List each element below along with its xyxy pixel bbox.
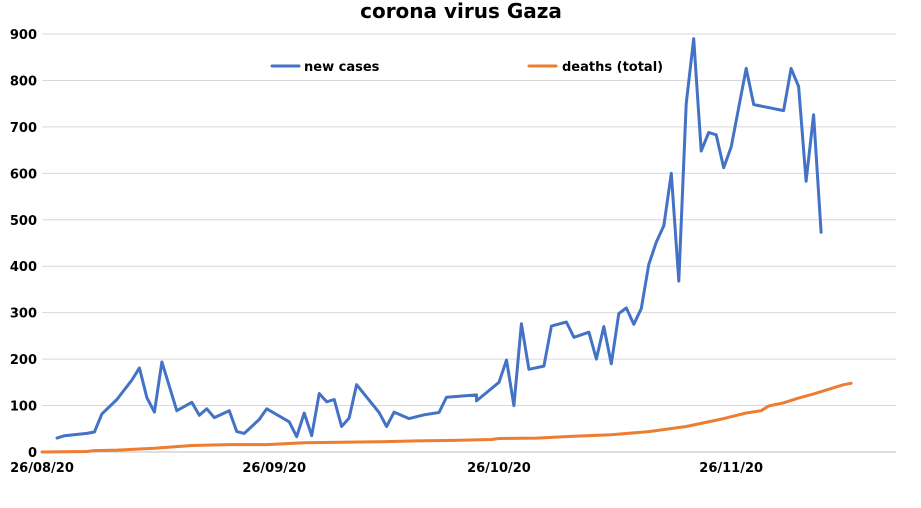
y-tick-label-100: 100 bbox=[10, 400, 37, 415]
x-tick-label-3: 26/11/20 bbox=[699, 461, 763, 476]
x-tick-label-0: 26/08/20 bbox=[10, 461, 74, 476]
x-tick-label-2: 26/10/20 bbox=[467, 461, 531, 476]
legend: new cases deaths (total) bbox=[270, 60, 663, 75]
y-tick-label-0: 0 bbox=[28, 446, 37, 461]
y-tick-label-900: 900 bbox=[10, 28, 37, 43]
x-axis-tick-labels: 26/08/20 26/09/20 26/10/20 26/11/20 bbox=[10, 461, 763, 476]
legend-label-1: deaths (total) bbox=[562, 60, 663, 75]
y-tick-label-200: 200 bbox=[10, 353, 37, 368]
series-line-0 bbox=[55, 37, 823, 440]
y-tick-label-700: 700 bbox=[10, 121, 37, 136]
series-line-1 bbox=[40, 381, 853, 454]
series-lines bbox=[40, 37, 853, 454]
x-tick-label-1: 26/09/20 bbox=[242, 461, 306, 476]
y-tick-label-400: 400 bbox=[10, 260, 37, 275]
chart-title: corona virus Gaza bbox=[360, 0, 562, 23]
y-tick-label-800: 800 bbox=[10, 74, 37, 89]
y-tick-label-300: 300 bbox=[10, 307, 37, 322]
y-tick-label-500: 500 bbox=[10, 214, 37, 229]
legend-label-0: new cases bbox=[304, 60, 380, 75]
y-axis-tick-labels: 0 100 200 300 400 500 600 700 800 900 bbox=[10, 28, 37, 461]
y-tick-label-600: 600 bbox=[10, 167, 37, 182]
